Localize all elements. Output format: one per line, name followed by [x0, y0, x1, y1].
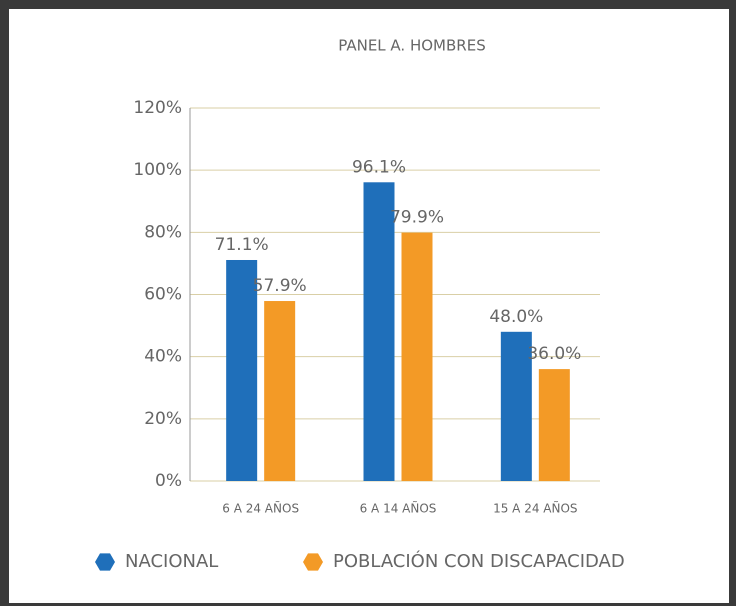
- y-tick-label: 40%: [144, 347, 182, 367]
- data-label: 57.9%: [253, 276, 307, 296]
- legend-label: NACIONAL: [125, 551, 218, 572]
- y-tick-label: 0%: [155, 471, 182, 491]
- data-label: 71.1%: [215, 235, 269, 255]
- x-tick-label: 6 A 24 AÑOS: [222, 501, 299, 516]
- bar: [363, 182, 395, 481]
- chart-title: PANEL A. HOMBRES: [338, 37, 485, 55]
- y-tick-label: 60%: [144, 285, 182, 305]
- data-label: 96.1%: [352, 157, 406, 177]
- y-tick-label: 80%: [144, 222, 182, 242]
- bar: [538, 369, 570, 481]
- bar: [264, 301, 296, 481]
- legend-marker: [303, 553, 323, 571]
- data-label: 79.9%: [390, 208, 444, 228]
- legend-label: POBLACIÓN CON DISCAPACIDAD: [333, 550, 625, 572]
- x-tick-label: 15 A 24 AÑOS: [493, 501, 577, 516]
- data-label: 36.0%: [527, 344, 581, 364]
- bar: [500, 331, 532, 481]
- data-label: 48.0%: [489, 307, 543, 327]
- legend-marker: [95, 553, 115, 571]
- y-tick-label: 120%: [133, 98, 182, 118]
- y-tick-label: 100%: [133, 160, 182, 180]
- x-tick-label: 6 A 14 AÑOS: [360, 501, 437, 516]
- bar: [226, 259, 258, 481]
- y-tick-label: 20%: [144, 409, 182, 429]
- bar: [401, 232, 433, 481]
